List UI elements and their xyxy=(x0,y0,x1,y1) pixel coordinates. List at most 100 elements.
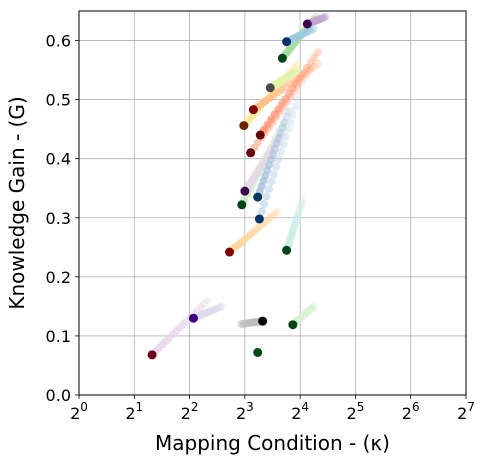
y-axis-ticks: 0.0 0.1 0.2 0.3 0.4 0.5 0.6 xyxy=(46,32,79,405)
x-tick-exponent: 2 xyxy=(191,400,199,414)
trail-point xyxy=(296,202,305,211)
x-tick-base: 2 xyxy=(457,404,467,423)
data-point xyxy=(258,316,268,326)
x-tick-exponent: 7 xyxy=(467,400,475,414)
trail-point xyxy=(216,303,225,312)
data-point xyxy=(188,313,198,323)
x-tick-label: 24 xyxy=(291,400,309,423)
x-tick-base: 2 xyxy=(291,404,301,423)
x-tick-base: 2 xyxy=(125,404,135,423)
x-tick-exponent: 3 xyxy=(246,400,254,414)
x-axis-title: Mapping Condition - (κ) xyxy=(155,431,390,455)
x-tick-exponent: 6 xyxy=(412,400,420,414)
data-point xyxy=(253,192,263,202)
y-tick-label: 0.3 xyxy=(46,209,71,228)
trail-point xyxy=(298,196,307,205)
x-tick-base: 2 xyxy=(236,404,246,423)
trail-point xyxy=(273,207,282,216)
y-tick-label: 0.5 xyxy=(46,91,71,110)
x-tick-label: 20 xyxy=(70,400,88,423)
x-tick-label: 22 xyxy=(181,400,199,423)
x-tick-base: 2 xyxy=(347,404,357,423)
data-point xyxy=(248,105,258,115)
y-tick-label: 0.1 xyxy=(46,327,71,346)
trail-point xyxy=(279,119,288,128)
y-tick-label: 0.2 xyxy=(46,268,71,287)
data-point xyxy=(288,320,298,330)
x-tick-label: 27 xyxy=(457,400,475,423)
trail-point xyxy=(308,25,317,34)
data-point xyxy=(254,214,264,224)
trail-point xyxy=(306,58,315,67)
trail-point xyxy=(309,63,318,72)
trail-point xyxy=(282,112,291,121)
data-point xyxy=(302,19,312,29)
trail-point xyxy=(291,67,300,76)
data-point xyxy=(240,186,250,196)
trail-point xyxy=(272,162,281,171)
y-tick-label: 0.0 xyxy=(46,386,71,405)
data-point xyxy=(265,83,275,93)
trail-point xyxy=(260,200,269,209)
trail-point xyxy=(196,303,205,312)
trail-point xyxy=(291,103,300,112)
trail-point xyxy=(236,320,245,329)
y-tick-label: 0.4 xyxy=(46,150,71,169)
trail-point xyxy=(290,64,299,73)
y-tick-label: 0.6 xyxy=(46,32,71,51)
data-point xyxy=(253,347,263,357)
x-tick-label: 21 xyxy=(125,400,143,423)
x-tick-exponent: 0 xyxy=(80,400,88,414)
trail-point xyxy=(309,302,318,311)
x-tick-exponent: 5 xyxy=(357,400,365,414)
plot-frame xyxy=(78,10,467,396)
trail-point xyxy=(274,155,283,164)
data-point xyxy=(255,130,265,140)
data-point xyxy=(246,148,256,158)
trail-point xyxy=(278,123,287,132)
trail-point xyxy=(288,110,297,119)
trail-point xyxy=(308,303,317,312)
trail-point xyxy=(293,66,302,75)
trail-point xyxy=(257,207,266,216)
data-point xyxy=(239,121,249,131)
y-axis-title: Knowledge Gain - (G) xyxy=(5,96,29,309)
data-points xyxy=(147,19,312,360)
trail-point xyxy=(264,215,273,224)
x-tick-base: 2 xyxy=(402,404,412,423)
x-tick-label: 25 xyxy=(347,400,365,423)
trail-point xyxy=(199,299,208,308)
data-point xyxy=(225,247,235,257)
trail-point xyxy=(301,68,310,77)
trail-point xyxy=(295,205,304,214)
trail-point xyxy=(267,177,276,186)
x-tick-exponent: 1 xyxy=(136,400,144,414)
x-axis-ticks: 20 21 22 23 24 25 26 27 xyxy=(70,395,475,423)
trail-point xyxy=(217,302,226,311)
data-point xyxy=(282,37,292,47)
trail-point xyxy=(303,63,312,72)
data-point xyxy=(237,200,247,210)
data-point xyxy=(282,245,292,255)
trail-point xyxy=(279,140,288,149)
trail-point xyxy=(309,24,318,33)
x-tick-label: 23 xyxy=(236,400,254,423)
x-tick-base: 2 xyxy=(70,404,80,423)
trail-points xyxy=(151,12,330,357)
data-point xyxy=(147,350,157,360)
trail-point xyxy=(305,66,314,75)
trail-point xyxy=(262,192,271,201)
trail-point xyxy=(284,125,293,134)
trail-point xyxy=(313,48,322,57)
trail-point xyxy=(203,296,212,305)
trail-point xyxy=(293,95,302,104)
trail-point xyxy=(305,65,314,74)
trail-point xyxy=(281,132,290,141)
trail-point xyxy=(269,170,278,179)
trail-point xyxy=(301,71,310,80)
trail-point xyxy=(284,107,293,116)
x-tick-base: 2 xyxy=(181,404,191,423)
x-tick-label: 26 xyxy=(402,400,420,423)
trail-point xyxy=(297,199,306,208)
